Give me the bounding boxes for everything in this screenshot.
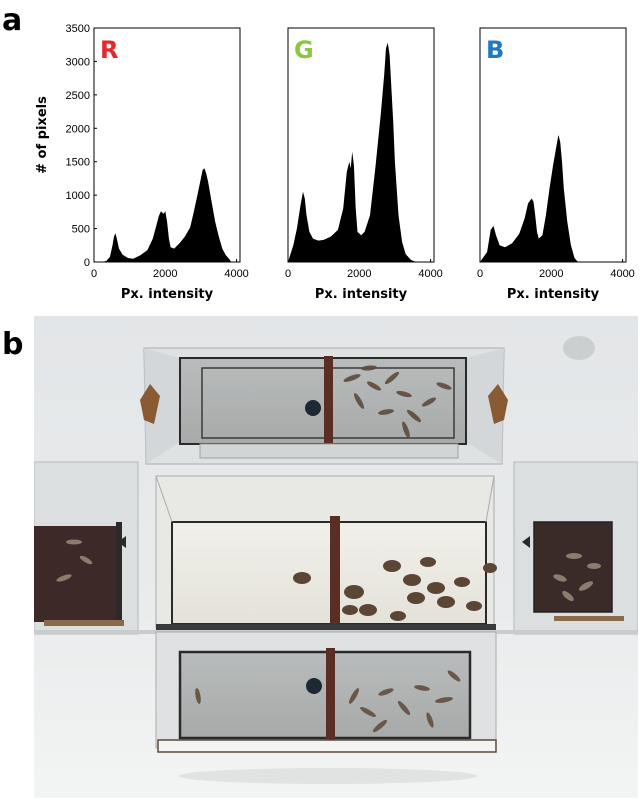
axes-frame	[93, 27, 241, 263]
photo-panel	[34, 316, 638, 798]
x-tick-label: 2000	[539, 268, 563, 280]
histogram-area	[288, 42, 417, 263]
x-tick-label: 2000	[153, 268, 177, 280]
y-tick-label: 1000	[66, 190, 90, 202]
x-axis-label: Px. intensity	[121, 287, 214, 302]
histogram-charts: 0 2000 4000 0 500 1000 1500 2000 2500 3000 3500 Px.…	[35, 23, 635, 302]
y-tick-label: 500	[72, 224, 90, 236]
histogram-area	[480, 135, 579, 262]
axes-frame	[287, 27, 435, 263]
panel-a-label: a	[2, 3, 23, 38]
channel-label: B	[486, 36, 504, 64]
channel-label: R	[100, 36, 118, 64]
y-tick-label: 2000	[66, 123, 90, 135]
x-tick-label: 0	[477, 268, 483, 280]
y-tick-label: 1500	[66, 157, 90, 169]
y-tick-label: 2500	[66, 90, 90, 102]
y-tick-label: 3500	[66, 23, 90, 35]
x-tick-label: 0	[91, 268, 97, 280]
histogram-b: 0 2000 4000 Px. intensity B	[477, 27, 635, 302]
y-axis-label: # of pixels	[35, 96, 50, 174]
y-tick-label: 0	[84, 257, 90, 269]
x-axis-label: Px. intensity	[315, 287, 408, 302]
histogram-area	[102, 168, 232, 262]
channel-label: G	[294, 36, 314, 64]
x-tick-label: 4000	[610, 268, 634, 280]
panel-b-label: b	[2, 327, 24, 362]
x-tick-label: 4000	[418, 268, 442, 280]
x-tick-label: 4000	[224, 268, 248, 280]
x-tick-label: 0	[285, 268, 291, 280]
x-tick-label: 2000	[347, 268, 371, 280]
aquarium-photo	[34, 316, 638, 798]
histogram-r: 0 2000 4000 0 500 1000 1500 2000 2500 3000 3500 Px.…	[35, 23, 249, 302]
x-axis-label: Px. intensity	[507, 287, 600, 302]
axes-frame	[479, 27, 627, 263]
y-tick-label: 3000	[66, 56, 90, 68]
histogram-g: 0 2000 4000 Px. intensity G	[285, 27, 443, 302]
